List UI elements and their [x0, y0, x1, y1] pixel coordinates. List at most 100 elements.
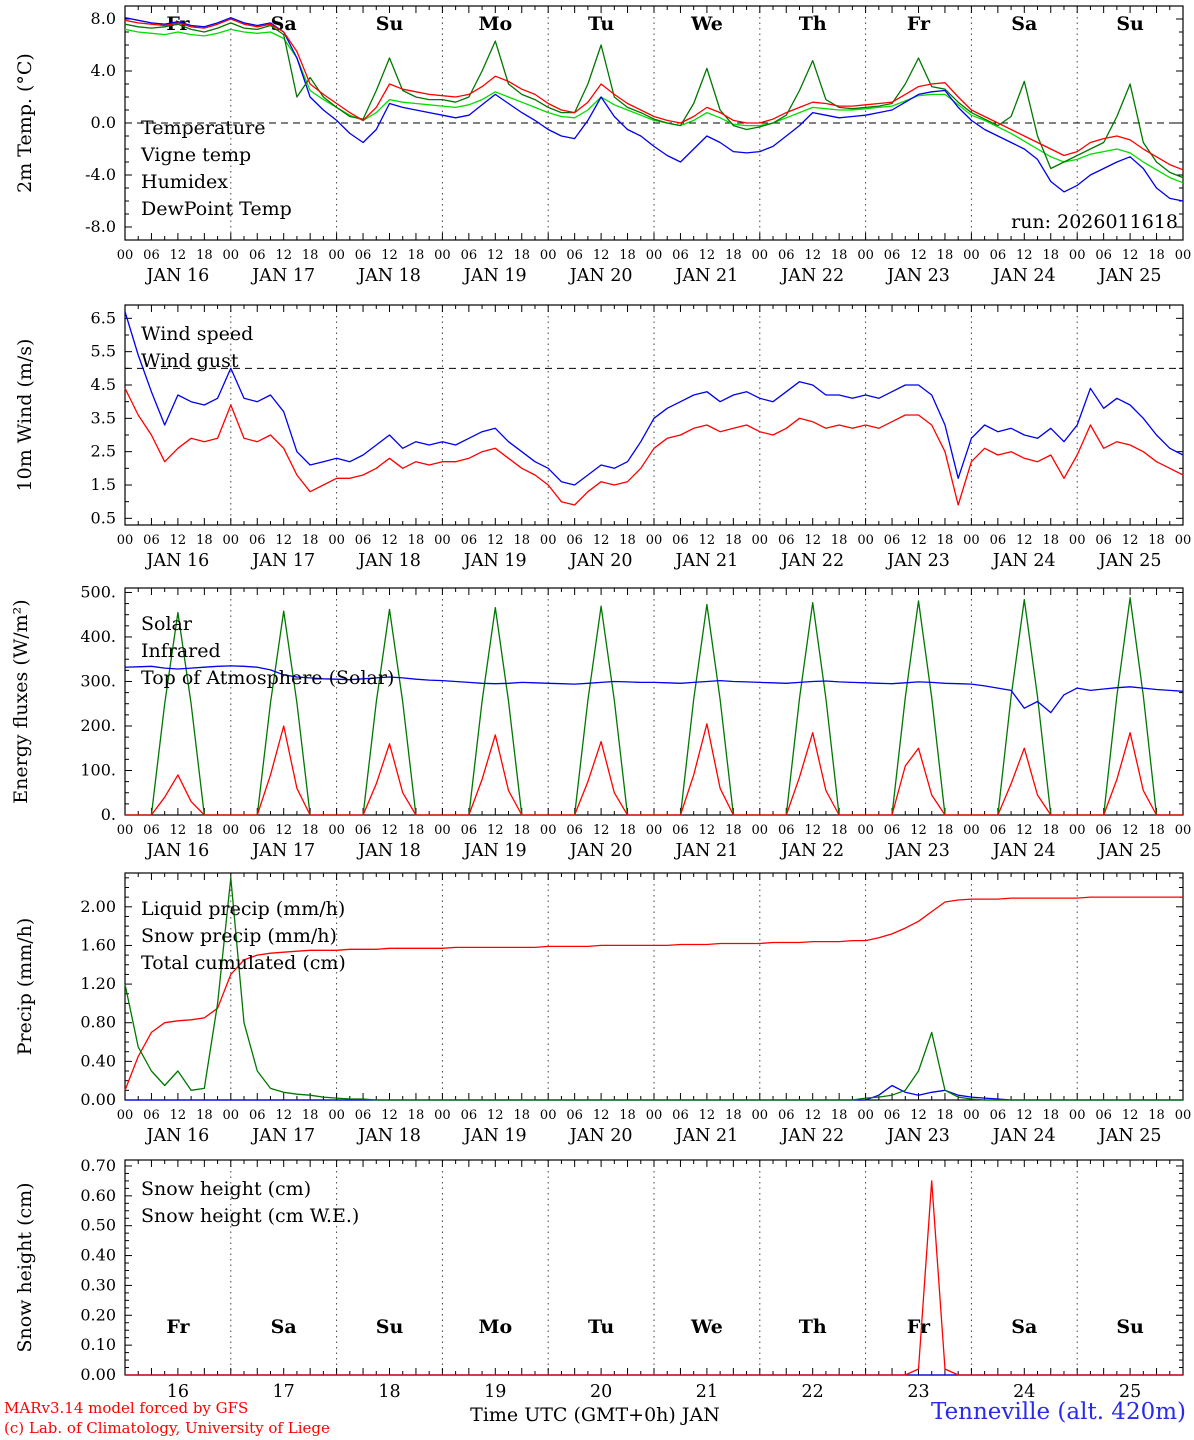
- hour-tick-label: 18: [1042, 823, 1059, 838]
- hour-tick-label: 06: [143, 248, 160, 263]
- hour-tick-label: 00: [328, 1108, 345, 1123]
- date-label: JAN 18: [356, 1126, 421, 1146]
- hour-tick-label: 06: [1095, 823, 1112, 838]
- y-tick-label: 4.0: [91, 61, 116, 80]
- hour-tick-label: 06: [143, 1108, 160, 1123]
- y-tick-label: -8.0: [85, 217, 116, 236]
- station-label: Tenneville (alt. 420m): [931, 1399, 1186, 1425]
- hour-tick-label: 12: [381, 1108, 398, 1123]
- y-tick-label: 500.: [80, 582, 116, 601]
- weekday-label: Su: [376, 13, 404, 35]
- hour-tick-label: 06: [672, 823, 689, 838]
- hour-tick-label: 00: [223, 533, 240, 548]
- weekday-label: Mo: [478, 1316, 512, 1338]
- weekday-label: Su: [1116, 1316, 1144, 1338]
- model-credit-line2: (c) Lab. of Climatology, University of L…: [4, 1419, 330, 1437]
- hour-tick-label: 06: [249, 533, 266, 548]
- hour-tick-label: 12: [381, 823, 398, 838]
- hour-tick-label: 06: [990, 248, 1007, 263]
- date-label: JAN 19: [462, 1126, 527, 1146]
- date-label: JAN 18: [356, 551, 421, 571]
- series-Infrared: [124, 665, 1184, 714]
- hour-tick-label: 12: [1122, 1108, 1139, 1123]
- hour-tick-label: 06: [566, 1108, 583, 1123]
- hour-tick-label: 00: [117, 248, 134, 263]
- date-label: JAN 17: [250, 266, 315, 286]
- hour-tick-label: 06: [461, 533, 478, 548]
- y-axis-title: Precip (mm/h): [14, 918, 36, 1056]
- hour-tick-label: 18: [937, 823, 954, 838]
- hour-tick-label: 06: [566, 823, 583, 838]
- panel-snow: 0.00 0.10 0.20 0.30 0.40 0.50 0.60 0.70 16 17 18 19…: [14, 1156, 1184, 1402]
- run-label: run: 2026011618: [1011, 211, 1178, 233]
- series-Total cumulated (cm): [124, 896, 1183, 1091]
- date-label: JAN 19: [462, 841, 527, 861]
- date-label: JAN 19: [462, 266, 527, 286]
- hour-tick-label: 06: [355, 823, 372, 838]
- hour-tick-label: 18: [725, 823, 742, 838]
- weekday-label: Sa: [1011, 13, 1037, 35]
- weekday-label: Fr: [907, 1316, 931, 1338]
- y-tick-label: 0.70: [80, 1156, 116, 1175]
- weekday-label: Fr: [907, 13, 931, 35]
- hour-tick-label: 06: [249, 1108, 266, 1123]
- y-tick-label: 1.60: [80, 935, 116, 954]
- date-label: JAN 23: [885, 1126, 950, 1146]
- hour-tick-label: 00: [434, 823, 451, 838]
- y-tick-label: 0.80: [80, 1013, 116, 1032]
- hour-tick-label: 18: [408, 1108, 425, 1123]
- hour-tick-label: 12: [170, 1108, 187, 1123]
- hour-tick-label: 00: [434, 248, 451, 263]
- date-label: JAN 18: [356, 266, 421, 286]
- hour-tick-label: 18: [619, 1108, 636, 1123]
- series-Solar: [125, 723, 1183, 816]
- date-label: JAN 16: [145, 266, 210, 286]
- hour-tick-label: 12: [275, 823, 292, 838]
- date-label: JAN 20: [568, 1126, 633, 1146]
- y-tick-label: 3.5: [91, 408, 116, 427]
- hour-tick-label: 12: [170, 823, 187, 838]
- y-tick-label: 1.5: [91, 475, 116, 494]
- hour-tick-label: 00: [1175, 533, 1192, 548]
- hour-tick-label: 06: [1095, 248, 1112, 263]
- hour-tick-label: 12: [487, 248, 504, 263]
- hour-tick-label: 00: [1175, 248, 1192, 263]
- weekday-label: Mo: [478, 13, 512, 35]
- hour-tick-label: 18: [302, 1108, 319, 1123]
- hour-tick-label: 06: [143, 823, 160, 838]
- hour-tick-label: 12: [487, 1108, 504, 1123]
- hour-tick-label: 12: [699, 248, 716, 263]
- hour-tick-label: 18: [619, 533, 636, 548]
- hour-tick-label: 18: [1148, 823, 1165, 838]
- weekday-label: Th: [799, 1316, 827, 1338]
- hour-tick-label: 18: [1042, 533, 1059, 548]
- hour-tick-label: 18: [937, 1108, 954, 1123]
- day-number-label: 24: [1013, 1382, 1035, 1402]
- legend-Wind speed: Wind speed: [141, 323, 253, 345]
- y-tick-label: 0.20: [80, 1305, 116, 1324]
- series-Vigne temp: [124, 22, 1184, 179]
- hour-tick-label: 18: [196, 248, 213, 263]
- weekday-label: We: [690, 1316, 723, 1338]
- hour-tick-label: 18: [513, 533, 530, 548]
- hour-tick-label: 00: [328, 533, 345, 548]
- hour-tick-label: 12: [699, 1108, 716, 1123]
- hour-tick-label: 12: [804, 1108, 821, 1123]
- hour-tick-label: 12: [593, 823, 610, 838]
- date-label: JAN 23: [885, 551, 950, 571]
- hour-tick-label: 00: [646, 1108, 663, 1123]
- hour-tick-label: 00: [223, 1108, 240, 1123]
- hour-tick-label: 00: [963, 1108, 980, 1123]
- hour-tick-label: 18: [408, 823, 425, 838]
- date-label: JAN 22: [779, 841, 844, 861]
- hour-tick-label: 06: [672, 1108, 689, 1123]
- date-label: JAN 21: [674, 266, 739, 286]
- series-Top of Atmosphere (Solar): [125, 597, 1183, 816]
- hour-tick-label: 06: [143, 533, 160, 548]
- hour-tick-label: 18: [408, 248, 425, 263]
- day-number-label: 21: [696, 1382, 718, 1402]
- y-tick-label: 0.30: [80, 1275, 116, 1294]
- hour-tick-label: 12: [804, 533, 821, 548]
- y-tick-label: 300.: [80, 671, 116, 690]
- hour-tick-label: 00: [752, 533, 769, 548]
